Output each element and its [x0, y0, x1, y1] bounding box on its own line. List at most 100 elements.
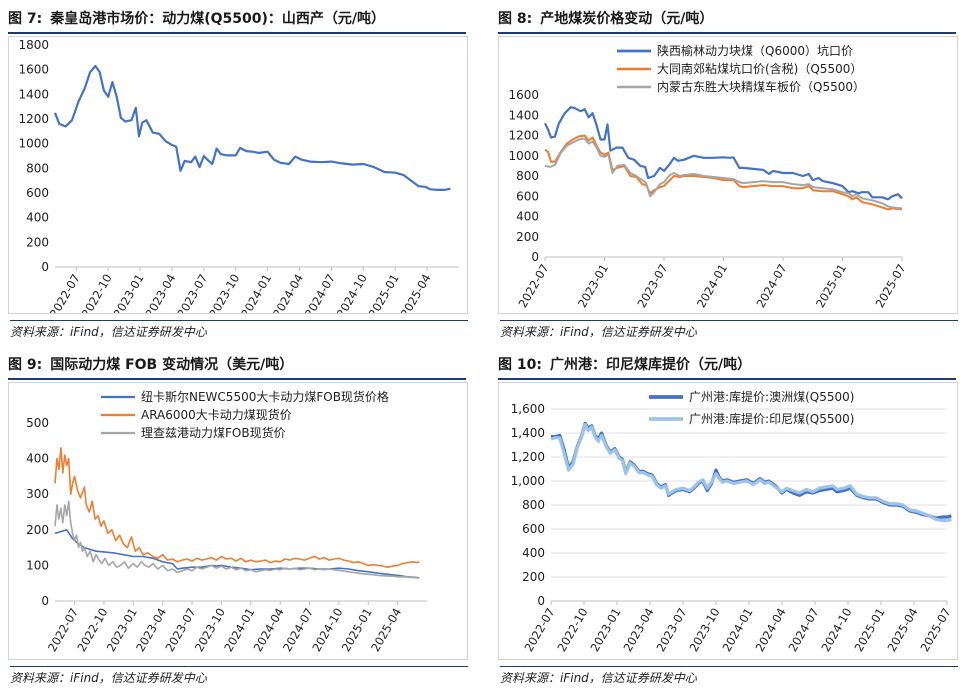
y-tick-label: 600	[522, 522, 545, 536]
x-tick-label: 2023-04	[142, 272, 178, 314]
y-tick-label: 1400	[18, 87, 49, 101]
y-tick-label: 200	[522, 570, 545, 584]
x-tick-label: 2022-10	[554, 606, 590, 655]
x-tick-label: 2024-10	[334, 272, 370, 314]
figure-number: 图 10:	[498, 357, 542, 373]
x-tick-label: 2024-01	[694, 262, 730, 311]
y-tick-label: 300	[26, 487, 49, 501]
x-tick-label: 2022-07	[521, 606, 557, 655]
x-tick-label: 2024-07	[785, 606, 821, 655]
y-tick-label: 200	[26, 523, 49, 537]
y-tick-label: 1,400	[511, 426, 545, 440]
chart-qinhuangdao-price: 0 200 400 600 800 1000 1200 1400 1600 1800 2022-07…	[8, 36, 468, 314]
y-tick-label: 0	[537, 594, 545, 608]
y-tick-label: 1,600	[511, 402, 545, 416]
x-tick-label: 2023-10	[686, 606, 722, 655]
figure-title: 广州港：印尼煤库提价（元/吨）	[549, 357, 752, 373]
y-tick-label: 400	[516, 210, 539, 224]
y-tick-label: 1,200	[511, 450, 545, 464]
y-tick-label: 600	[516, 189, 539, 203]
series-line-3	[544, 137, 903, 210]
y-tick-label: 1000	[508, 149, 539, 163]
y-tick-label: 500	[26, 416, 49, 430]
x-tick-label: 2023-01	[575, 262, 611, 311]
legend-label: 理查兹港动力煤FOB现货价	[141, 425, 286, 440]
y-tick-label: 400	[26, 211, 49, 225]
y-tick-label: 200	[516, 230, 539, 244]
figure-title: 秦皇岛港市场价：动力煤(Q5500)：山西产（元/吨）	[50, 11, 385, 27]
x-tick-label: 2023-07	[174, 272, 210, 314]
y-tick-label: 400	[26, 452, 49, 466]
panel-title: 图 8: 产地煤炭价格变动（元/吨）	[498, 6, 956, 34]
x-tick-label: 2023-07	[653, 606, 689, 655]
chart-guangzhou-port-svg: 0 200 400 600 800 1,000 1,200 1,400 1,600 2022-07…	[511, 389, 954, 655]
x-tick-label: 2024-07	[302, 272, 338, 314]
x-tick-label: 2025-01	[813, 262, 849, 311]
x-tick-label: 2023-01	[110, 272, 146, 314]
legend-label: 广州港:库提价:印尼煤(Q5500)	[689, 411, 854, 426]
chart-origin-coal-svg: 0 200 400 600 800 1000 1200 1400 1600 2022-07 2023…	[508, 43, 908, 311]
x-tick-label: 2022-07	[515, 262, 551, 311]
legend-label: ARA6000大卡动力煤现货价	[141, 407, 292, 422]
y-tick-label: 1200	[508, 129, 539, 143]
chart-origin-coal-price: 0 200 400 600 800 1000 1200 1400 1600 2022-07 2023…	[498, 36, 958, 314]
x-tick-label: 2024-01	[719, 606, 755, 655]
legend-label: 陕西榆林动力块煤（Q6000）坑口价	[657, 43, 853, 58]
x-tick-label: 2025-07	[872, 262, 908, 311]
x-tick-label: 2023-01	[587, 606, 623, 655]
y-tick-label: 0	[41, 594, 49, 608]
x-tick-label: 2023-10	[206, 272, 242, 314]
panel-title: 图 10: 广州港：印尼煤库提价（元/吨）	[498, 352, 956, 380]
panel-title: 图 7: 秦皇岛港市场价：动力煤(Q5500)：山西产（元/吨）	[8, 6, 466, 34]
series-line-1	[54, 529, 420, 579]
x-tick-label: 2025-01	[851, 606, 887, 655]
source-note: 资料来源：iFind，信达证券研发中心	[500, 320, 958, 347]
panel-international-fob: 图 9: 国际动力煤 FOB 变动情况（美元/吨） 0 100 200 300 400 50…	[8, 352, 478, 697]
y-tick-label: 600	[26, 186, 49, 200]
y-tick-label: 800	[516, 169, 539, 183]
series-line-1	[544, 106, 903, 201]
x-tick-label: 2024-10	[818, 606, 854, 655]
y-tick-label: 1600	[508, 88, 539, 102]
x-tick-label: 2023-07	[634, 262, 670, 311]
chart-international-fob-svg: 01002003004005002022-072022-102023-01202…	[26, 389, 427, 654]
x-tick-label: 2024-07	[753, 262, 789, 311]
x-tick-label: 2025-07	[917, 606, 953, 655]
panel-origin-coal: 图 8: 产地煤炭价格变动（元/吨） 0 200 400 600 800 1000 1200 1…	[498, 6, 960, 351]
y-tick-label: 1,000	[511, 474, 545, 488]
x-tick-label: 2025-04	[884, 606, 920, 655]
legend-label: 广州港:库提价:澳洲煤(Q5500)	[689, 389, 854, 404]
y-tick-label: 200	[26, 235, 49, 249]
y-tick-label: 0	[531, 250, 539, 264]
figure-number: 图 9:	[8, 357, 43, 373]
figure-number: 图 8:	[498, 11, 533, 27]
x-tick-label: 2023-04	[620, 606, 656, 655]
y-tick-label: 0	[41, 260, 49, 274]
source-note: 资料来源：iFind，信达证券研发中心	[10, 320, 468, 347]
chart-guangzhou-port: 0 200 400 600 800 1,000 1,200 1,400 1,600 2022-07…	[498, 382, 958, 660]
x-tick-label: 2024-01	[238, 272, 274, 314]
y-tick-label: 1800	[18, 38, 49, 52]
legend-label: 纽卡斯尔NEWC5500大卡动力煤FOB现货价格	[141, 389, 389, 404]
figure-title: 产地煤炭价格变动（元/吨）	[540, 11, 714, 27]
y-tick-label: 800	[26, 161, 49, 175]
y-tick-label: 1400	[508, 108, 539, 122]
series-line-3	[54, 500, 420, 579]
x-tick-label: 2024-04	[752, 606, 788, 655]
y-tick-label: 400	[522, 546, 545, 560]
x-tick-label: 2024-04	[270, 272, 306, 314]
panel-guangzhou-port: 图 10: 广州港：印尼煤库提价（元/吨） 0 200 400 600 800 1,000 1…	[498, 352, 960, 697]
y-tick-label: 1000	[18, 137, 49, 151]
panel-qinhuangdao: 图 7: 秦皇岛港市场价：动力煤(Q5500)：山西产（元/吨） 0 200 400 6…	[8, 6, 478, 351]
series-line-2	[550, 423, 952, 523]
panel-title: 图 9: 国际动力煤 FOB 变动情况（美元/吨）	[8, 352, 466, 380]
series-line-2	[544, 134, 903, 211]
x-tick-label: 2022-07	[47, 272, 83, 314]
legend-label: 大同南郊粘煤坑口价(含税)（Q5500）	[657, 61, 862, 76]
figure-number: 图 7:	[8, 11, 43, 27]
x-tick-label: 2022-10	[79, 272, 115, 314]
chart-international-fob: 0 100 200 300 400 500 2022-07 2022-10 2023-01 202…	[8, 382, 468, 660]
source-note: 资料来源：iFind，信达证券研发中心	[10, 666, 468, 693]
series-line-1	[53, 64, 451, 191]
legend-label: 内蒙古东胜大块精煤车板价（Q5500）	[657, 79, 865, 94]
